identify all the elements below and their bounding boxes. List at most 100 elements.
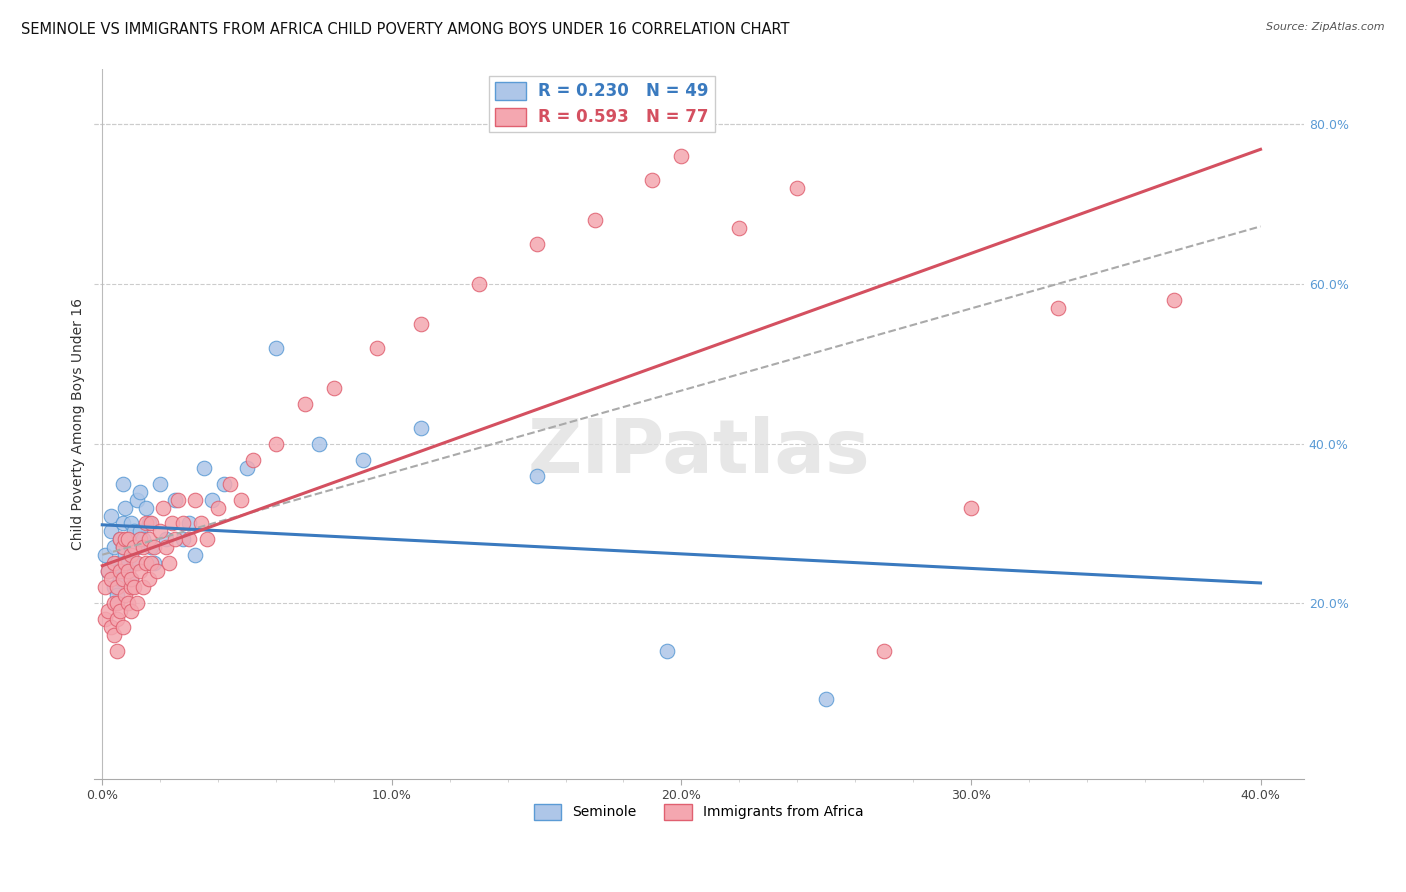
Point	[97, 604, 120, 618]
Point	[152, 500, 174, 515]
Point	[108, 604, 131, 618]
Point	[1163, 293, 1185, 307]
Point	[264, 341, 287, 355]
Point	[163, 492, 186, 507]
Point	[103, 557, 125, 571]
Point	[125, 596, 148, 610]
Point	[264, 436, 287, 450]
Point	[172, 533, 194, 547]
Point	[163, 533, 186, 547]
Point	[97, 565, 120, 579]
Point	[166, 492, 188, 507]
Point	[120, 604, 142, 618]
Point	[108, 565, 131, 579]
Point	[179, 516, 201, 531]
Point	[135, 500, 157, 515]
Point	[135, 557, 157, 571]
Point	[122, 524, 145, 539]
Point	[201, 492, 224, 507]
Point	[132, 533, 155, 547]
Point	[105, 596, 128, 610]
Point	[409, 420, 432, 434]
Point	[120, 516, 142, 531]
Point	[117, 557, 139, 571]
Point	[146, 565, 169, 579]
Point	[218, 476, 240, 491]
Point	[122, 541, 145, 555]
Point	[409, 317, 432, 331]
Point	[120, 541, 142, 555]
Point	[138, 516, 160, 531]
Point	[105, 565, 128, 579]
Point	[207, 500, 229, 515]
Point	[94, 549, 117, 563]
Text: SEMINOLE VS IMMIGRANTS FROM AFRICA CHILD POVERTY AMONG BOYS UNDER 16 CORRELATION: SEMINOLE VS IMMIGRANTS FROM AFRICA CHILD…	[21, 22, 790, 37]
Point	[105, 612, 128, 626]
Point	[129, 524, 152, 539]
Point	[108, 573, 131, 587]
Text: Source: ZipAtlas.com: Source: ZipAtlas.com	[1267, 22, 1385, 32]
Point	[103, 580, 125, 594]
Point	[526, 237, 548, 252]
Point	[111, 541, 134, 555]
Point	[308, 436, 330, 450]
Point	[120, 573, 142, 587]
Point	[960, 500, 983, 515]
Point	[103, 541, 125, 555]
Point	[105, 557, 128, 571]
Point	[655, 644, 678, 658]
Point	[129, 533, 152, 547]
Point	[135, 516, 157, 531]
Point	[366, 341, 388, 355]
Point	[100, 508, 122, 523]
Point	[97, 565, 120, 579]
Point	[108, 533, 131, 547]
Point	[103, 596, 125, 610]
Point	[117, 533, 139, 547]
Point	[117, 596, 139, 610]
Point	[641, 173, 664, 187]
Point	[143, 541, 166, 555]
Point	[143, 557, 166, 571]
Point	[108, 533, 131, 547]
Point	[114, 588, 136, 602]
Point	[94, 580, 117, 594]
Point	[352, 452, 374, 467]
Point	[179, 533, 201, 547]
Point	[114, 500, 136, 515]
Point	[100, 524, 122, 539]
Point	[120, 549, 142, 563]
Point	[184, 549, 207, 563]
Point	[873, 644, 896, 658]
Point	[155, 541, 177, 555]
Point	[149, 524, 172, 539]
Point	[117, 565, 139, 579]
Point	[114, 533, 136, 547]
Point	[322, 381, 344, 395]
Point	[815, 692, 838, 706]
Point	[1046, 301, 1069, 315]
Point	[583, 213, 606, 227]
Point	[149, 476, 172, 491]
Point	[94, 612, 117, 626]
Point	[111, 541, 134, 555]
Point	[132, 580, 155, 594]
Point	[786, 181, 808, 195]
Point	[111, 476, 134, 491]
Point	[141, 516, 163, 531]
Point	[125, 557, 148, 571]
Point	[242, 452, 264, 467]
Point	[122, 557, 145, 571]
Point	[138, 533, 160, 547]
Point	[114, 557, 136, 571]
Point	[231, 492, 253, 507]
Legend: Seminole, Immigrants from Africa: Seminole, Immigrants from Africa	[529, 798, 869, 825]
Point	[105, 588, 128, 602]
Point	[184, 492, 207, 507]
Point	[122, 580, 145, 594]
Point	[100, 620, 122, 634]
Point	[120, 573, 142, 587]
Point	[728, 221, 751, 235]
Point	[125, 492, 148, 507]
Point	[141, 541, 163, 555]
